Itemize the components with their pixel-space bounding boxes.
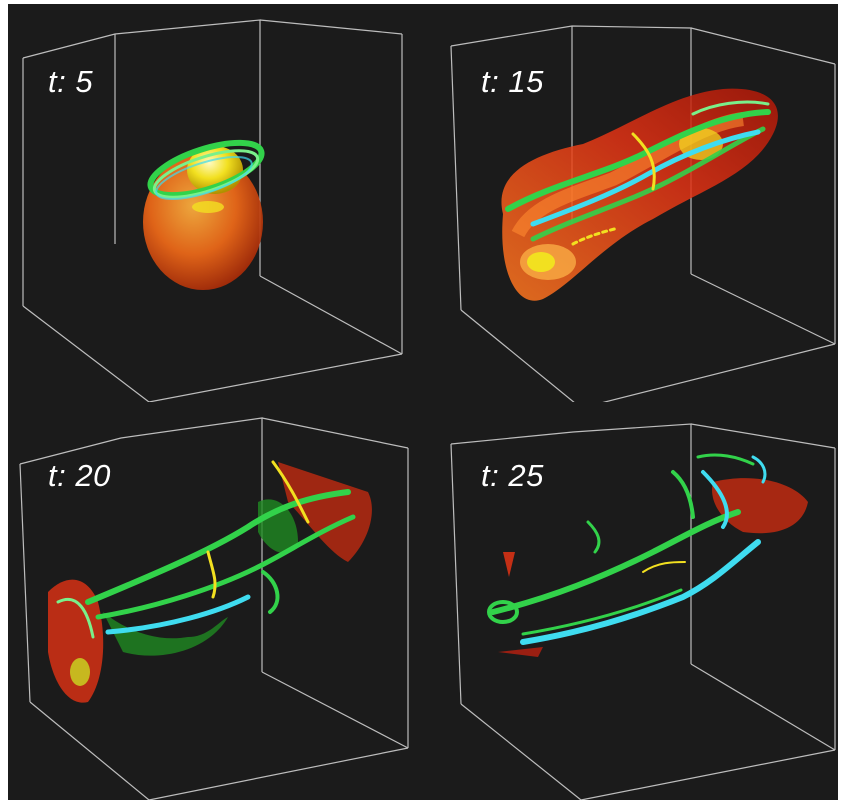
vortex-filaments	[487, 453, 767, 645]
time-label: t: 5	[48, 64, 94, 99]
panel-t15: t: 15	[423, 4, 838, 402]
bounding-box	[450, 423, 836, 800]
bounding-box	[19, 417, 409, 800]
vortex-filaments	[505, 100, 771, 246]
panel-t25: t: 25	[423, 402, 838, 800]
time-label: t: 25	[481, 458, 544, 493]
time-label: t: 20	[48, 458, 111, 493]
vortex-render-t15	[450, 25, 836, 402]
isosurface-fragments	[48, 462, 372, 703]
vortex-ring	[147, 139, 265, 201]
time-label: t: 15	[481, 64, 544, 99]
panel-t5: t: 5	[8, 4, 423, 402]
panel-t20: t: 20	[8, 402, 423, 800]
figure-frame: t: 5	[8, 4, 838, 800]
vortex-render-t20	[19, 417, 409, 800]
vortex-filaments	[56, 460, 356, 639]
vortex-render-t5	[22, 19, 403, 402]
isosurface-fragments	[498, 478, 808, 657]
vortex-render-t25	[450, 423, 836, 800]
